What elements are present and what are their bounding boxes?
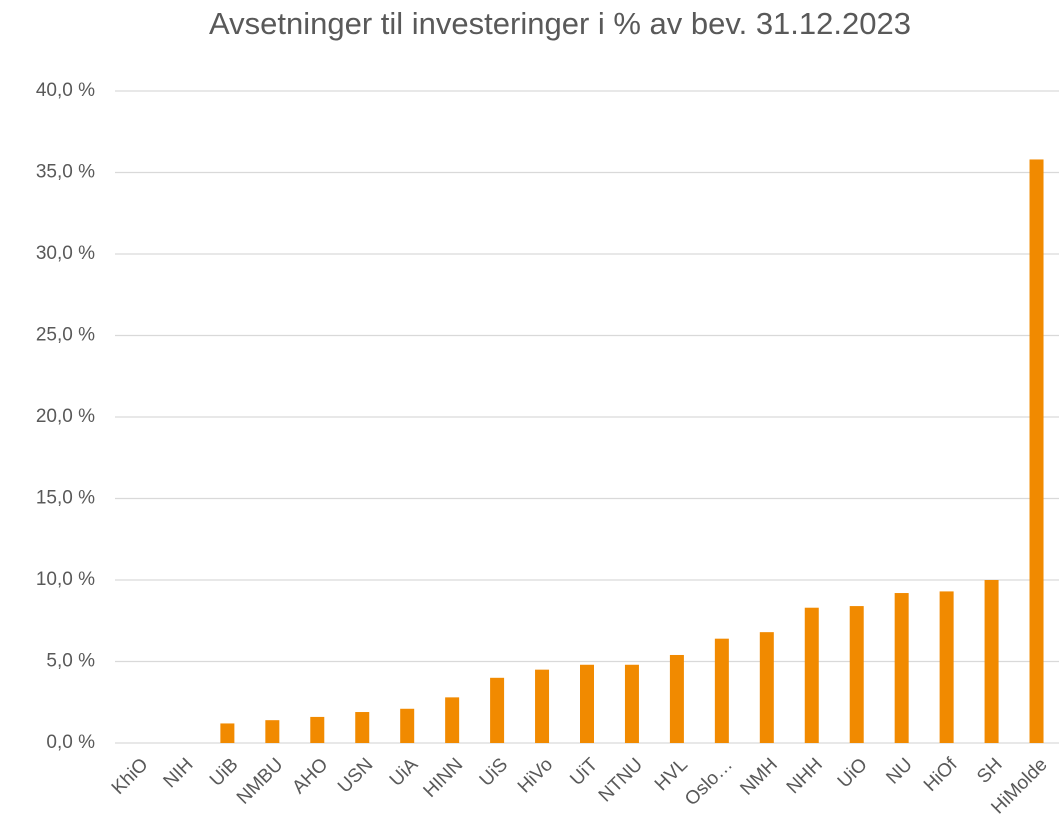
bar: [849, 606, 864, 743]
bar: [355, 712, 370, 743]
x-tick-label: USN: [334, 754, 377, 797]
x-tick-label: UiS: [476, 754, 513, 791]
y-tick-label: 20,0 %: [36, 406, 95, 427]
bar: [669, 654, 684, 743]
x-tick-label: NMBU: [233, 754, 287, 808]
bar: [535, 669, 550, 743]
x-tick-label: HiOf: [920, 754, 962, 796]
y-tick-label: 25,0 %: [36, 325, 95, 346]
x-tick-label: NMH: [736, 754, 781, 799]
x-tick-label: AHO: [288, 754, 332, 798]
x-tick-label: SH: [973, 754, 1007, 788]
chart-title: Avsetninger til investeringer i % av bev…: [209, 6, 911, 41]
bar: [220, 723, 235, 743]
bar: [939, 591, 954, 743]
bar: [894, 593, 909, 743]
y-tick-label: 10,0 %: [36, 569, 95, 590]
x-tick-label: NHH: [783, 754, 827, 798]
bar: [984, 580, 999, 743]
x-tick-label: UiB: [206, 754, 243, 791]
bar: [1029, 159, 1044, 743]
y-tick-label: 35,0 %: [36, 162, 95, 183]
bar: [624, 664, 639, 743]
bar: [580, 664, 594, 743]
y-tick-label: 40,0 %: [36, 80, 95, 101]
bar: [400, 708, 415, 743]
x-tick-label: HiVo: [514, 754, 557, 797]
bar: [804, 607, 819, 743]
bar: [714, 638, 729, 743]
x-tick-label: NTNU: [595, 754, 647, 806]
bar: [265, 720, 280, 743]
x-tick-label: NIH: [160, 754, 198, 792]
x-tick-label: HINN: [420, 754, 468, 802]
bar: [759, 632, 774, 743]
bar: [490, 677, 505, 743]
y-tick-label: 15,0 %: [36, 488, 95, 509]
bar: [445, 697, 460, 743]
y-tick-label: 0,0 %: [46, 732, 95, 753]
x-tick-label: Oslo…: [681, 754, 737, 810]
bar: [310, 716, 325, 743]
x-tick-label: UiT: [566, 754, 602, 790]
x-tick-label: NU: [882, 754, 916, 788]
y-tick-label: 5,0 %: [46, 651, 95, 672]
x-tick-label: KhiO: [108, 754, 153, 799]
x-tick-label: UiO: [834, 754, 872, 792]
y-tick-label: 30,0 %: [36, 243, 95, 264]
x-tick-label: UiA: [386, 754, 423, 791]
x-tick-label: HVL: [651, 754, 692, 795]
